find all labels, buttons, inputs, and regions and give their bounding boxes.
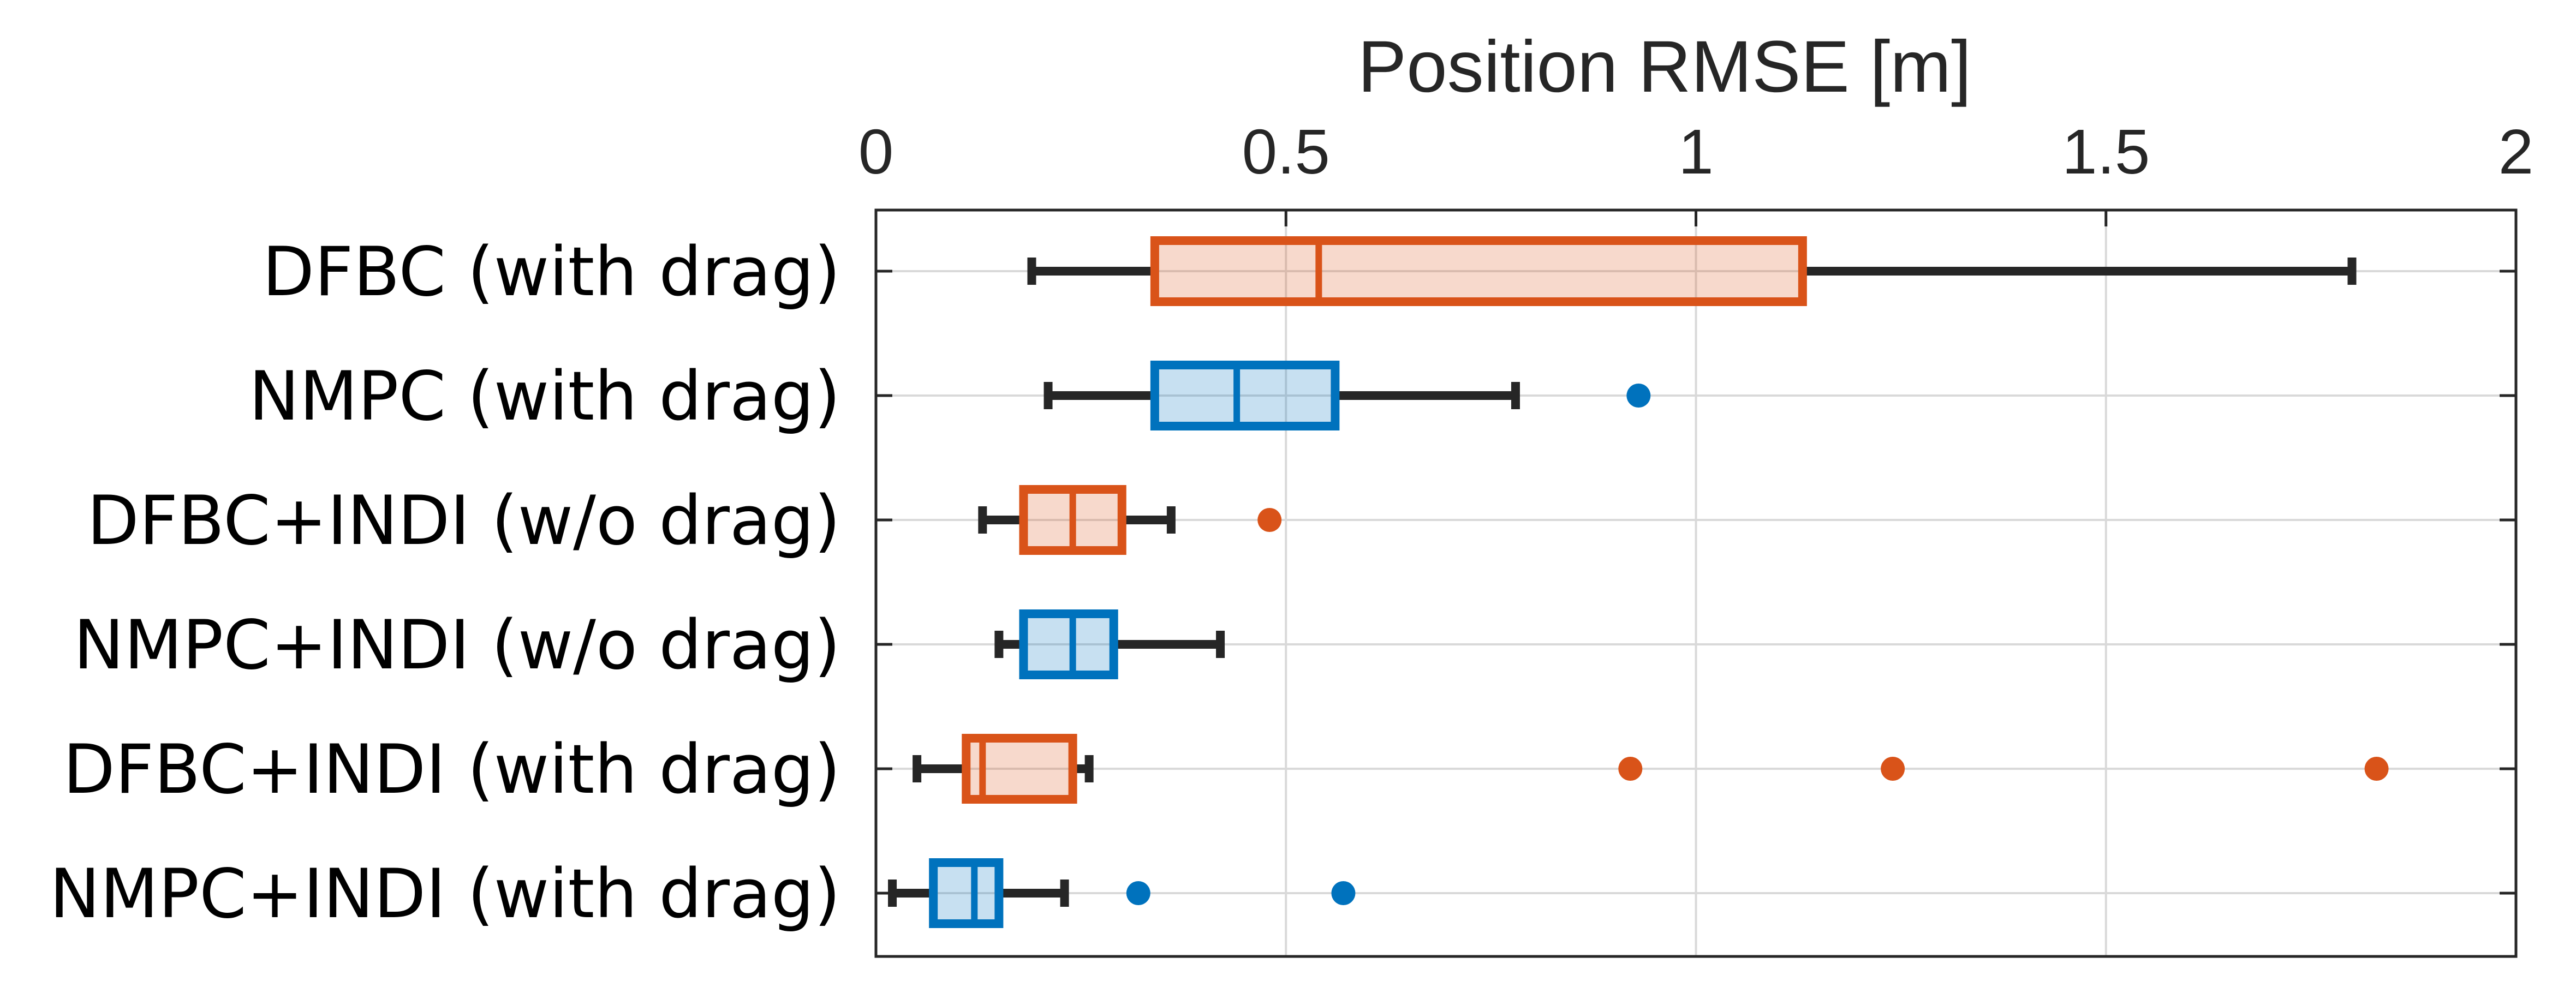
box-group [978,485,1282,555]
outlier-point [2364,757,2389,781]
x-tick-label: 1 [1678,116,1714,187]
box-group [913,734,2389,804]
box-group [994,609,1225,679]
x-tick-label: 0.5 [1242,116,1330,187]
x-tick-label: 2 [2499,116,2534,187]
category-label: DFBC+INDI (with drag) [63,731,840,809]
outlier-point [1881,757,1905,781]
category-label: DFBC (with drag) [263,233,840,312]
box-iqr [1019,609,1118,679]
category-label: NMPC+INDI (w/o drag) [74,606,840,685]
outlier-point [1257,508,1282,532]
plot-frame [874,208,2518,958]
x-tick-label: 1.5 [2062,116,2150,187]
box-group [1043,361,1651,430]
box-group [1027,236,2357,306]
x-axis-title: Position RMSE [m] [1358,26,1971,107]
box-iqr [1150,236,1807,306]
outlier-point [1126,881,1150,905]
boxes [888,236,2389,928]
x-tick-label: 0 [858,116,894,187]
category-label: NMPC (with drag) [249,357,840,436]
box-iqr [929,858,1004,928]
outlier-point [1618,757,1643,781]
category-label: DFBC+INDI (w/o drag) [87,482,840,560]
box-iqr [1150,361,1340,430]
box-group [888,858,1356,928]
outlier-point [1626,384,1651,408]
outlier-point [1331,881,1356,905]
axis-labels: 0 0.5 1 1.5 2 DFBC (with drag) NMPC (with drag… [50,116,2534,934]
category-label: NMPC+INDI (with drag) [50,855,840,934]
